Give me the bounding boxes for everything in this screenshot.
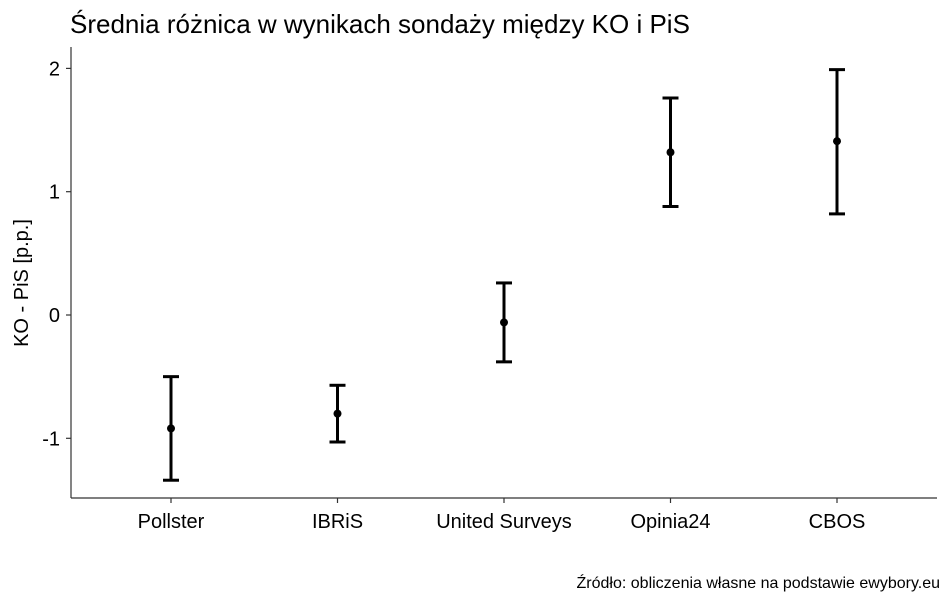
y-tick-label: -1	[42, 428, 60, 450]
x-tick-label: IBRiS	[312, 511, 363, 533]
x-tick-label: Opinia24	[630, 511, 710, 533]
data-point	[666, 148, 675, 157]
chart-title: Średnia różnica w wynikach sondaży międz…	[70, 9, 690, 39]
data-point	[333, 409, 342, 418]
plot-area: -1 0 1 2 Pollster IBRiS United Surveys Opinia24…	[42, 47, 937, 533]
data-point	[500, 318, 508, 327]
x-tick-label: CBOS	[809, 511, 866, 533]
x-tick-label: United Surveys	[436, 511, 572, 533]
y-axis-label: KO - PiS [p.p.]	[11, 219, 33, 347]
y-tick-label: 0	[49, 305, 60, 327]
x-tick-label: Pollster	[138, 511, 205, 533]
y-tick-label: 2	[49, 58, 60, 80]
y-tick-label: 1	[49, 182, 60, 204]
data-point	[167, 424, 175, 433]
data-point	[833, 137, 841, 146]
chart-caption: Źródło: obliczenia własne na podstawie e…	[577, 573, 940, 592]
